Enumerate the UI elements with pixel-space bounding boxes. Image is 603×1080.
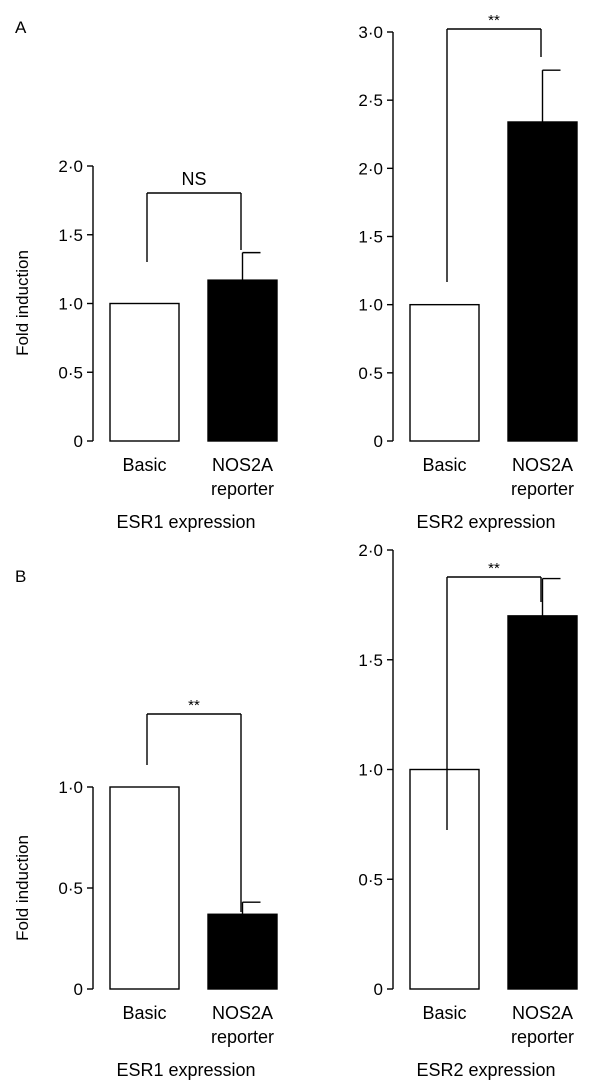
chart-2-y-tick-label: 0·5 [358,364,383,383]
chart-2-category-label: reporter [511,479,574,499]
chart-1-category-label: NOS2A [212,455,273,475]
chart-3-category-label: NOS2A [212,1003,273,1023]
chart-2-y-tick-label: 3·0 [358,23,383,42]
chart-3-bar-reporter [207,913,278,990]
chart-1-y-tick-label: 0 [74,432,83,451]
chart-4-category-label: reporter [511,1027,574,1047]
chart-2-significance-label: ** [488,12,500,29]
chart-1-y-tick-label: 0·5 [58,363,83,382]
chart-4-bar-basic [409,768,480,990]
chart-1-significance-label: NS [181,169,206,189]
chart-4-y-tick-label: 2·0 [358,541,383,560]
chart-3-category-label: Basic [122,1003,166,1023]
chart-2-y-tick-label: 1·5 [358,228,383,247]
chart-1-x-axis-label: ESR1 expression [116,512,255,532]
chart-2-y-tick-label: 2·0 [358,159,383,178]
chart-1-category-label: reporter [211,479,274,499]
chart-2-category-label: NOS2A [512,455,573,475]
chart-4-y-tick-label: 0·5 [358,870,383,889]
chart-3-y-tick-label: 0 [74,980,83,999]
panel-label-a: A [15,18,27,37]
chart-4-y-tick-label: 1·0 [358,761,383,780]
chart-3-y-axis-label: Fold induction [13,835,32,941]
chart-2-bar-reporter [507,121,578,442]
chart-1-bar-reporter [207,279,278,442]
chart-2-bar-basic [409,303,480,442]
chart-1-y-tick-label: 1·5 [58,226,83,245]
chart-3-y-tick-label: 0·5 [58,879,83,898]
chart-4-category-label: NOS2A [512,1003,573,1023]
chart-3-bar-basic [109,786,180,990]
chart-2-category-label: Basic [422,455,466,475]
chart-4-x-axis-label: ESR2 expression [416,1060,555,1080]
chart-2-y-tick-label: 1·0 [358,296,383,315]
chart-1-y-axis-label: Fold induction [13,250,32,356]
chart-4-significance-label: ** [488,560,500,577]
chart-3-significance-label: ** [188,697,200,714]
chart-2-x-axis-label: ESR2 expression [416,512,555,532]
chart-4-y-tick-label: 1·5 [358,651,383,670]
chart-4-y-tick-label: 0 [374,980,383,999]
chart-4-category-label: Basic [422,1003,466,1023]
chart-3-y-tick-label: 1·0 [58,778,83,797]
chart-1-y-tick-label: 2·0 [58,157,83,176]
chart-3-x-axis-label: ESR1 expression [116,1060,255,1080]
chart-2-y-tick-label: 2·5 [358,91,383,110]
chart-3-category-label: reporter [211,1027,274,1047]
chart-4-bar-reporter [507,615,578,990]
chart-2-y-tick-label: 0 [374,432,383,451]
chart-1-y-tick-label: 1·0 [58,295,83,314]
chart-1-category-label: Basic [122,455,166,475]
panel-label-b: B [15,567,27,586]
chart-1-bar-basic [109,302,180,442]
